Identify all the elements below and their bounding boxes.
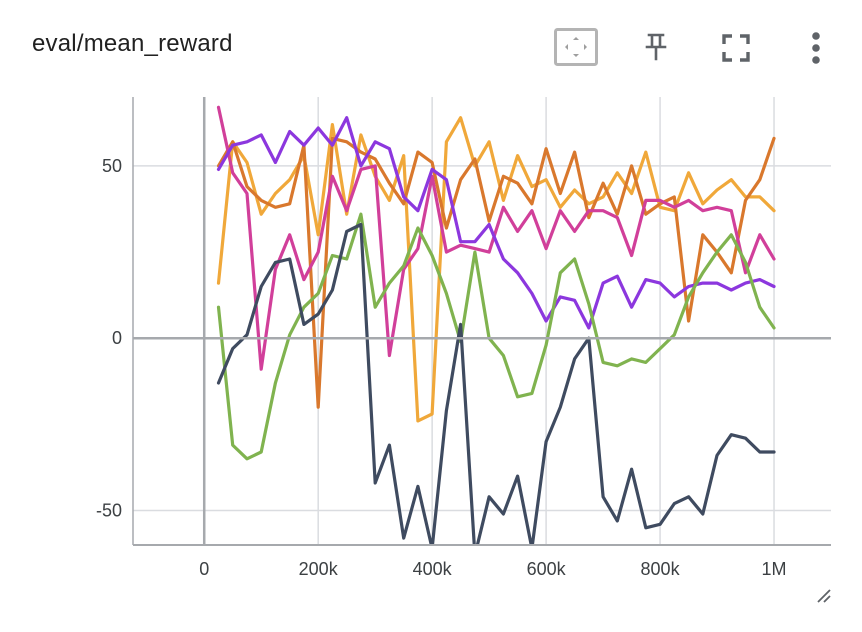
grid-lines <box>133 97 831 545</box>
chart-title: eval/mean_reward <box>32 30 233 57</box>
fullscreen-button[interactable] <box>714 28 758 72</box>
series-line-4 <box>216 212 776 461</box>
x-tick-label: 0 <box>199 559 209 579</box>
resize-handle-icon[interactable] <box>816 588 832 604</box>
series-lines <box>216 105 776 545</box>
x-tick-label: 400k <box>413 559 453 579</box>
pin-button[interactable] <box>634 27 678 71</box>
fit-domain-button[interactable] <box>554 27 598 71</box>
pin-icon <box>644 32 668 67</box>
x-tick-label: 200k <box>299 559 339 579</box>
axes <box>132 97 831 546</box>
x-tick-label: 600k <box>527 559 567 579</box>
series-line-2 <box>216 105 776 371</box>
series-line-0 <box>216 116 776 423</box>
y-tick-label: 50 <box>102 156 122 176</box>
tick-labels: 0 200k 400k 600k 800k 1M 50 0 -50 <box>96 156 787 579</box>
fullscreen-icon <box>721 33 751 68</box>
series-line-5 <box>216 222 776 545</box>
x-tick-label: 1M <box>762 559 787 579</box>
y-tick-label: -50 <box>96 501 122 521</box>
y-tick-label: 0 <box>112 328 122 348</box>
more-options-button[interactable] <box>794 28 838 72</box>
x-tick-label: 800k <box>641 559 681 579</box>
more-vert-icon <box>810 31 822 70</box>
series-line-1 <box>216 136 776 409</box>
fit-to-data-icon <box>554 27 598 72</box>
series-line-3 <box>216 116 776 330</box>
